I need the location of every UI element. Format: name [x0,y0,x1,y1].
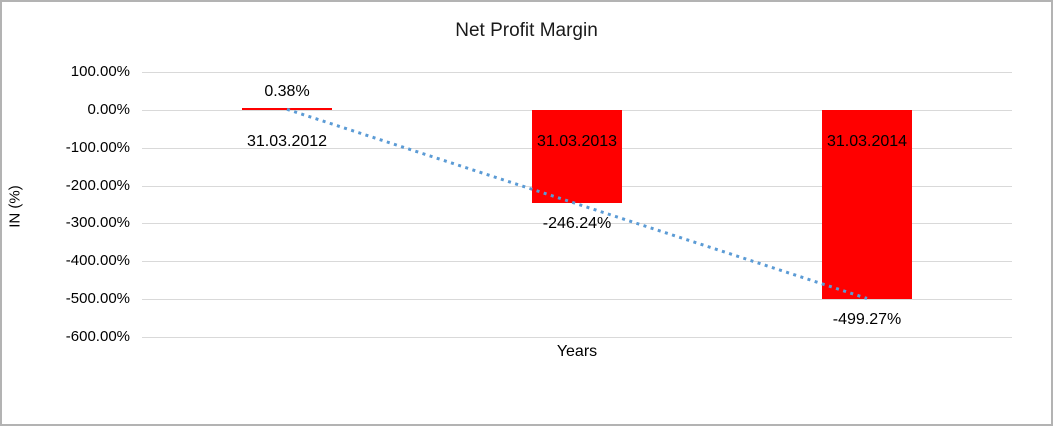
data-label: 0.38% [264,83,310,100]
chart-title: Net Profit Margin [455,20,598,41]
bar [532,110,622,203]
gridline [142,337,1012,338]
category-label: 31.03.2014 [826,133,908,150]
y-tick-label: -100.00% [65,139,130,156]
category-label: 31.03.2012 [246,133,328,150]
gridline [142,72,1012,73]
data-label: -499.27% [832,311,902,328]
y-tick-label: -400.00% [65,252,130,269]
y-tick-label: 0.00% [87,101,130,118]
y-tick-label: -500.00% [65,290,130,307]
data-label: -246.24% [542,215,612,232]
y-tick-label: 100.00% [70,63,130,80]
x-axis-title: Years [556,343,598,360]
bar [242,108,332,110]
y-tick-label: -300.00% [65,214,130,231]
y-tick-label: -200.00% [65,177,130,194]
gridline [142,299,1012,300]
category-label: 31.03.2013 [536,133,618,150]
y-tick-label: -600.00% [65,328,130,345]
